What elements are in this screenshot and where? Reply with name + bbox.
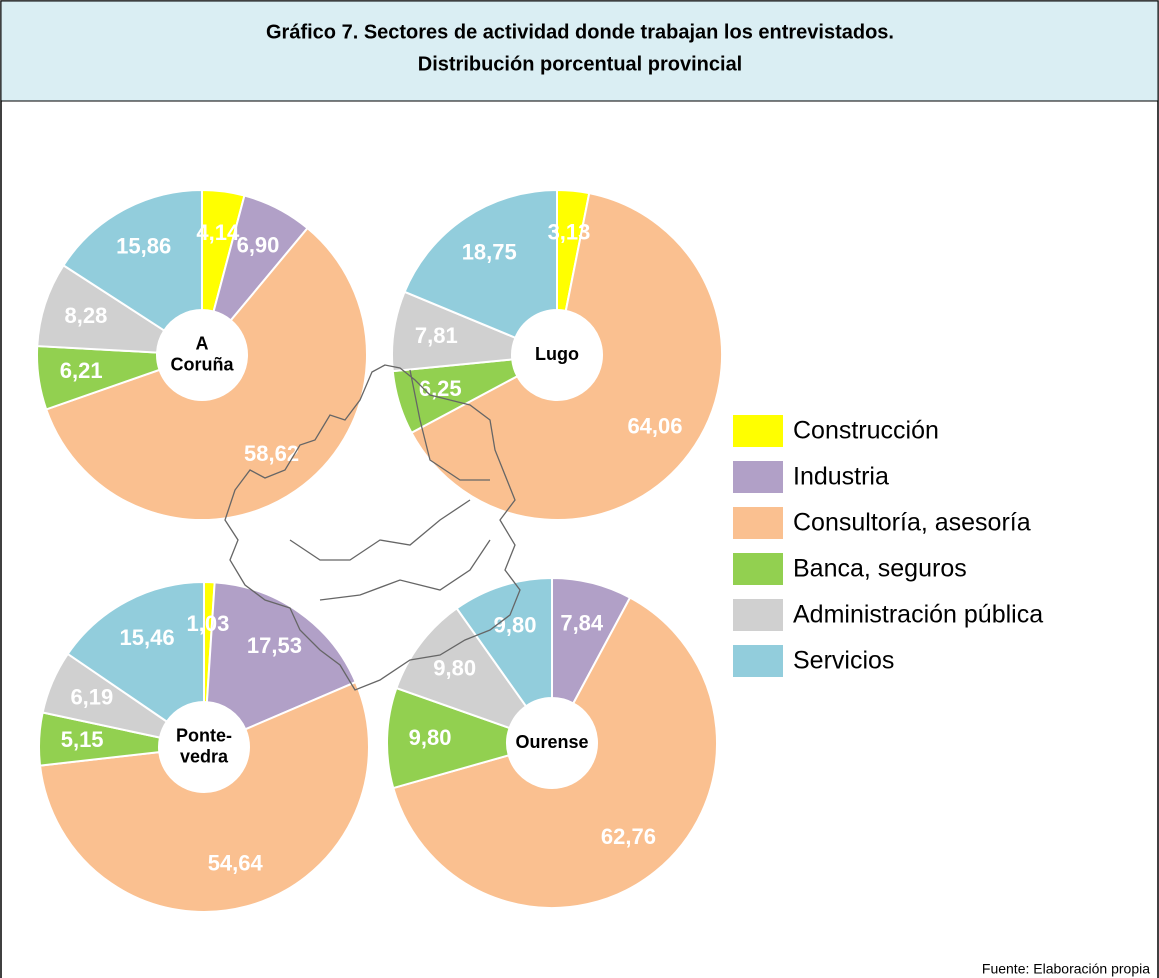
legend-swatch — [733, 461, 783, 493]
value-label: 9,80 — [433, 655, 476, 680]
value-label: 7,84 — [560, 610, 604, 635]
header-box — [0, 0, 1159, 102]
map-outline — [224, 364, 521, 691]
value-label: 64,06 — [627, 414, 682, 439]
value-label: 6,90 — [237, 232, 280, 257]
value-label: 15,46 — [120, 625, 175, 650]
center-label: Ourense — [515, 732, 588, 752]
value-label: 6,19 — [70, 685, 113, 710]
value-label: 62,76 — [601, 824, 656, 849]
legend: Construcción Industria Consultoría, asesor… — [733, 415, 1043, 677]
title-line: Gráfico 7. Sectores de actividad donde t… — [266, 21, 894, 43]
value-label: 4,14 — [196, 220, 240, 245]
legend-swatch — [733, 553, 783, 585]
value-label: 3,13 — [548, 219, 591, 244]
value-label: 8,28 — [65, 303, 108, 328]
center-label: Lugo — [535, 344, 579, 364]
value-label: 7,81 — [415, 323, 458, 348]
legend-label: Consultoría, asesoría — [793, 509, 1031, 537]
legend-label: Servicios — [793, 647, 894, 675]
value-label: 1,03 — [187, 611, 230, 636]
legend-label: Administración pública — [793, 601, 1043, 629]
title-line: Distribución porcentual provincial — [418, 53, 743, 75]
donut-hole — [512, 310, 602, 400]
legend-label: Industria — [793, 463, 889, 491]
legend-swatch — [733, 507, 783, 539]
value-label: 17,53 — [247, 633, 302, 658]
value-label: 9,80 — [494, 613, 537, 638]
legend-swatch — [733, 645, 783, 677]
center-label: Ponte- — [176, 725, 232, 745]
value-label: 58,62 — [244, 441, 299, 466]
center-label: Coruña — [171, 354, 235, 374]
center-label: A — [196, 333, 209, 353]
value-label: 5,15 — [61, 727, 104, 752]
donut-hole — [159, 702, 249, 792]
source: Fuente: Elaboración propia — [982, 961, 1150, 977]
legend-swatch — [733, 415, 783, 447]
legend-label: Construcción — [793, 417, 939, 445]
donut-hole — [157, 310, 247, 400]
legend-label: Banca, seguros — [793, 555, 967, 583]
value-label: 6,21 — [60, 358, 103, 383]
center-label: vedra — [180, 746, 229, 766]
donut-hole — [507, 698, 597, 788]
legend-swatch — [733, 599, 783, 631]
value-label: 18,75 — [462, 239, 517, 264]
value-label: 9,80 — [409, 725, 452, 750]
value-label: 54,64 — [208, 851, 264, 876]
value-label: 15,86 — [116, 234, 171, 259]
